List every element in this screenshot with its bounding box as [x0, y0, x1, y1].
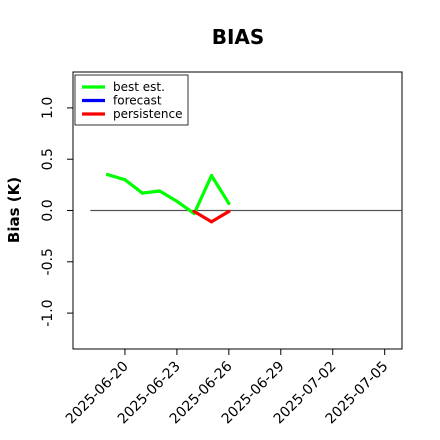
y-tick-label: 0.5: [40, 148, 56, 170]
y-tick-label: 0.0: [40, 199, 56, 221]
data-point-best-est: [227, 201, 231, 205]
y-tick-label: -1.0: [40, 299, 56, 326]
data-point-best-est: [106, 172, 110, 177]
legend-label: forecast: [113, 94, 162, 108]
chart-title: BIAS: [212, 25, 265, 49]
y-tick-label: -0.5: [40, 248, 56, 275]
legend-label: best est.: [113, 80, 165, 94]
data-point-best-est: [157, 189, 162, 193]
legend-label: persistence: [113, 107, 182, 121]
y-axis-label: Bias (K): [5, 177, 23, 243]
data-point-best-est: [140, 191, 144, 195]
data-point-best-est: [123, 178, 127, 182]
data-point-best-est: [209, 174, 214, 178]
data-point-best-est: [175, 199, 179, 203]
data-point-persistence: [192, 209, 196, 214]
y-tick-label: 1.0: [40, 97, 56, 119]
data-point-persistence: [209, 220, 214, 224]
series-line-best-est: [105, 173, 231, 216]
data-point-persistence: [227, 209, 231, 214]
